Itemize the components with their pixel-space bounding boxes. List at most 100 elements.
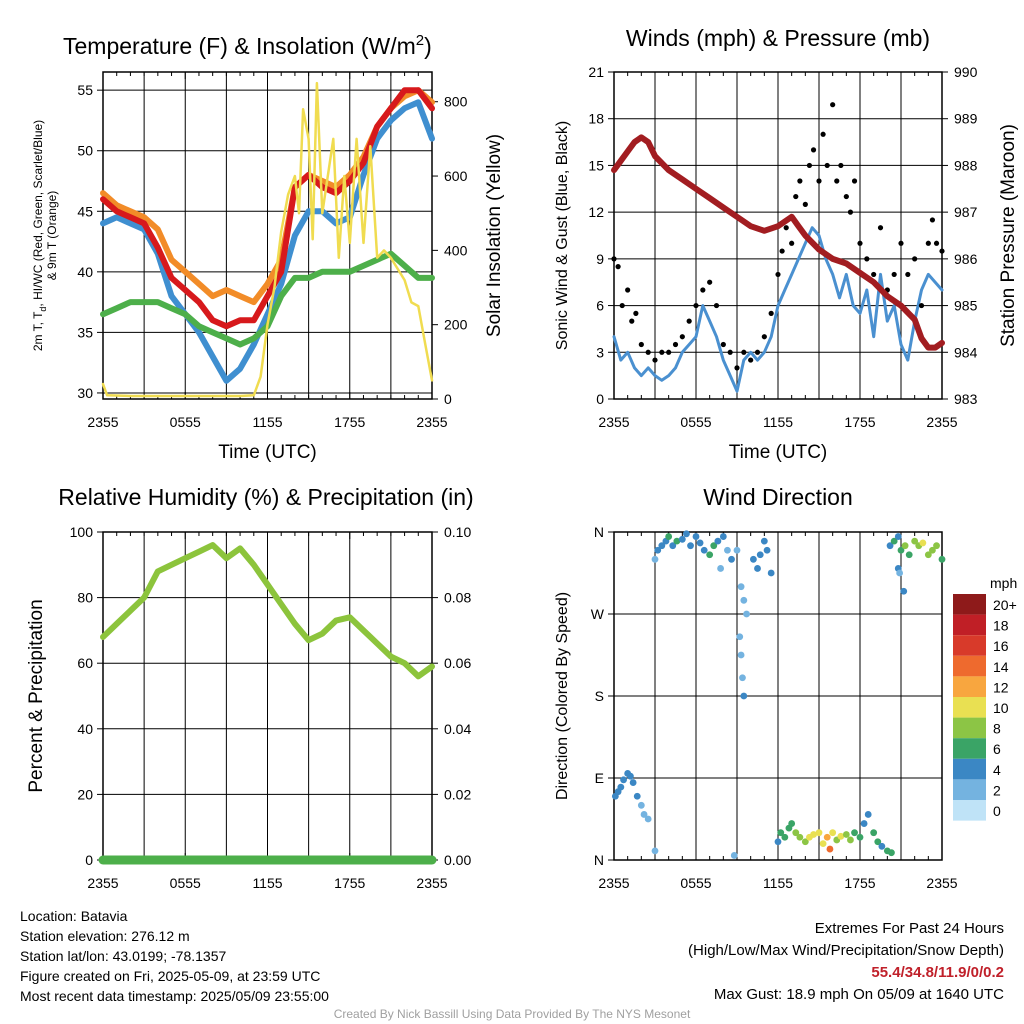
gust-point [857,240,863,246]
x-tick-label: 2355 [598,875,629,891]
legend-label: 4 [993,762,1001,778]
direction-point [924,551,932,559]
direction-point [801,838,809,846]
direction-point [890,537,898,545]
gust-point [713,302,720,309]
gust-point [638,341,644,348]
y2-tick-label: 0 [444,391,452,407]
x-tick-label: 1155 [252,414,282,430]
legend-label: 14 [993,659,1009,675]
direction-point [897,546,905,554]
recent-timestamp: Most recent data timestamp: 2025/05/09 2… [20,988,329,1004]
legend-swatch [953,635,986,656]
series-insolation [101,81,434,398]
gust-point [877,225,884,231]
direction-point [740,692,748,700]
direction-point [750,555,757,563]
direction-point [687,542,694,550]
direction-point [874,838,882,846]
legend-label: 2 [993,782,1001,798]
panel-1: 2355 0555 1155 1755 2355 30 35 40 45 50 55 0 200 400 6… [31,32,505,463]
y2-tick-label: 200 [444,317,468,333]
x-tick-label: 2355 [926,875,957,891]
gust-point [918,302,925,309]
y-tick-label: 0 [85,852,93,868]
y-tick-label: N [594,524,604,540]
x-tick-label: 0555 [680,414,711,430]
y-tick-label: 45 [77,203,93,219]
y2-axis-label: Station Pressure (Maroon) [998,124,1019,347]
panel-4: 2355 0555 1155 1755 2355 N E S W N Wind Direction D… [554,484,958,891]
direction-point [774,838,782,846]
direction-point [933,542,940,550]
direction-point [617,783,625,791]
gust-point [912,256,918,262]
direction-point [714,537,722,545]
direction-point [683,530,690,538]
y-tick-label: 12 [588,204,604,220]
direction-point [847,836,854,844]
gust-point [761,334,767,340]
direction-point [894,533,902,540]
y2-axis-label: Solar Insolation (Yellow) [484,134,505,337]
gust-point [806,162,813,169]
series-wind [612,226,944,393]
direction-point [870,829,878,837]
direction-point [658,542,666,550]
y-tick-label: 9 [596,251,604,267]
y-tick-label: E [595,770,604,786]
gust-point [925,240,931,246]
gust-point [905,271,911,278]
direction-point [692,533,700,540]
gust-point [802,201,808,207]
gust-point [741,349,747,355]
y2-tick-label: 984 [954,344,978,360]
direction-point [777,829,785,837]
direction-point [760,537,768,545]
direction-point [911,537,919,545]
gust-point [797,178,803,184]
direction-point [651,555,659,563]
x-tick-label: 1755 [334,875,365,891]
y-tick-label: 15 [588,157,604,173]
direction-point [826,845,834,853]
gust-point [666,349,672,355]
direction-point [767,569,775,577]
direction-point [886,542,894,550]
y2-tick-label: 989 [954,111,978,127]
gust-point [830,102,836,108]
legend-swatch [953,779,986,800]
direction-point [736,633,744,641]
direction-point [756,551,764,559]
direction-point [842,831,850,838]
gust-point [686,318,692,324]
direction-point [763,546,771,554]
legend-swatch [953,800,986,821]
x-tick-label: 2355 [416,875,447,891]
gust-point [734,365,740,371]
y-tick-label: 21 [588,64,604,80]
direction-point [637,801,645,809]
gust-point [645,349,651,355]
y-tick-label: 50 [77,143,93,159]
y2-tick-label: 400 [444,242,468,258]
chart-title: Temperature (F) & Insolation (W/m2) [63,32,432,59]
gust-point [898,240,904,246]
gust-point [816,178,822,184]
direction-point [888,849,895,857]
gust-point [768,310,774,316]
gust-point [611,256,617,262]
y2-tick-label: 987 [954,204,978,220]
y-tick-label: 3 [596,344,604,360]
y2-tick-label: 985 [954,298,978,314]
gust-point [748,357,754,363]
direction-point [905,551,913,559]
direction-point [796,833,804,841]
y2-tick-label: 0.06 [444,655,471,671]
x-tick-label: 0555 [170,875,201,891]
gust-point [775,271,781,278]
y-tick-label: 60 [77,655,93,671]
y2-tick-label: 983 [954,391,978,407]
gust-point [810,147,817,153]
